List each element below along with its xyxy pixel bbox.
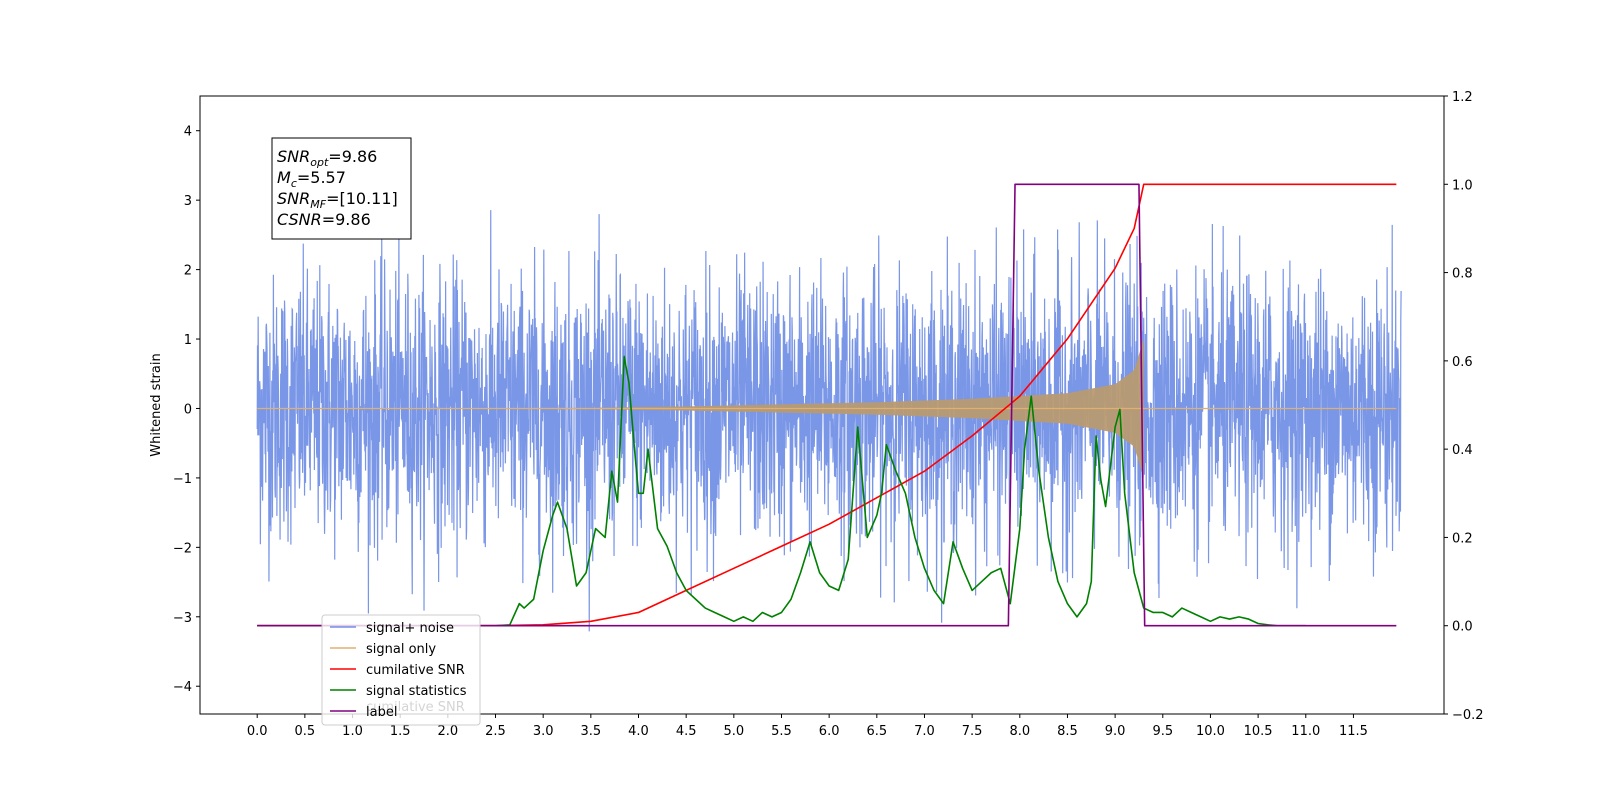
y2-tick-label: 0.4 [1452,443,1473,458]
y2-tick-label: 1.2 [1452,90,1473,105]
x-tick-label: 0.0 [247,724,268,739]
x-tick-label: 9.5 [1152,724,1173,739]
y2-tick-label: 0.2 [1452,531,1473,546]
y-tick-label: 2 [184,264,192,279]
x-tick-label: 5.5 [771,724,792,739]
y-tick-label: 4 [184,125,192,140]
x-tick-label: 4.0 [628,724,649,739]
x-tick-label: 8.5 [1057,724,1078,739]
x-tick-label: 2.5 [485,724,506,739]
legend-frame [321,614,481,726]
info-line: SNRopt=9.86 [277,147,377,169]
y-tick-label: −1 [173,472,192,487]
series-line-signal-statistics [257,355,1306,627]
x-tick-label: 11.5 [1339,724,1368,739]
info-box-frame [271,137,412,240]
y-tick-label: −4 [173,680,192,695]
y2-tick-label: −0.2 [1452,708,1484,723]
legend: cumilative SNR signal+ noise signal only cu… [321,614,481,726]
x-tick-label: 3.5 [580,724,601,739]
x-tick-label: 5.0 [723,724,744,739]
series-line-signal-noise [256,210,1402,632]
y2-tick-label: 0.8 [1452,267,1473,282]
x-tick-label: 2.0 [438,724,459,739]
x-tick-label: 3.0 [533,724,554,739]
x-tick-label: 10.0 [1196,724,1225,739]
legend-label-signal-noise: signal+ noise [366,621,454,636]
x-tick-label: 10.5 [1244,724,1273,739]
y-axis-title: Whitened strain [149,353,164,456]
y2-tick-label: 0.6 [1452,355,1473,370]
info-line: SNRMF=[10.11] [277,189,398,211]
y-axis-right: −0.2 0.0 0.2 0.4 0.6 0.8 1.0 1.2 [1444,90,1484,723]
x-tick-label: 1.0 [342,724,363,739]
legend-label-signal-only: signal only [366,642,436,657]
x-tick-label: 6.5 [866,724,887,739]
y-tick-label: −2 [173,541,192,556]
series-layer [256,183,1402,632]
x-tick-label: 9.0 [1105,724,1126,739]
info-line: Mc=5.57 [277,168,346,190]
x-tick-label: 1.5 [390,724,411,739]
x-tick-label: 8.0 [1009,724,1030,739]
x-axis: 0.0 0.5 1.0 1.5 2.0 2.5 3.0 3.5 4.0 4.5 5.0 5.5 6.0 6… [247,714,1368,739]
legend-label-cumilative-snr: cumilative SNR [366,663,465,678]
x-tick-label: 7.5 [962,724,983,739]
y2-tick-label: 1.0 [1452,178,1473,193]
x-tick-label: 11.0 [1291,724,1320,739]
x-tick-label: 7.0 [914,724,935,739]
legend-label-signal-statistics: signal statistics [366,684,467,699]
legend-label-label: label [366,705,397,720]
info-line: CSNR=9.86 [277,210,371,229]
y2-tick-label: 0.0 [1452,620,1473,635]
series-line-cumilative-snr [257,183,1397,627]
y-tick-label: 3 [184,194,192,209]
plot-frame [199,95,1445,715]
y-tick-label: 1 [184,333,192,348]
y-axis-left: −4 −3 −2 −1 0 1 2 3 4 [173,125,200,695]
series-line-label [257,183,1397,627]
x-tick-label: 6.0 [819,724,840,739]
x-tick-label: 0.5 [295,724,316,739]
legend-hidden-text: cumilative SNR [366,700,465,715]
x-tick-label: 4.5 [676,724,697,739]
y-tick-label: 0 [184,402,192,417]
y-tick-label: −3 [173,611,192,626]
